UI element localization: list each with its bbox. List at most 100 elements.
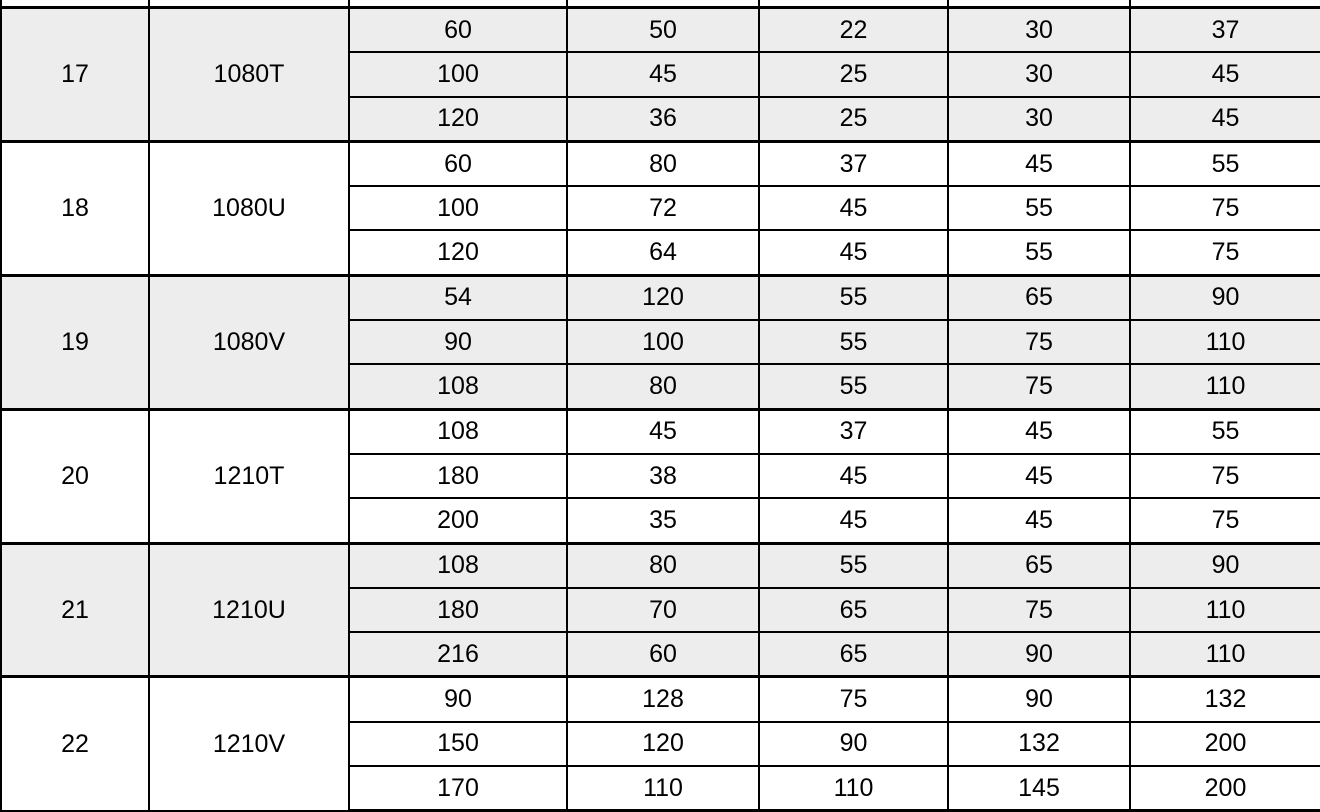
value-cell: 120 <box>566 273 760 322</box>
value-cell: 90 <box>348 319 568 366</box>
model-cell: 1080V <box>148 273 350 411</box>
table-row: 120 64 45 55 75 <box>1 229 1320 277</box>
value-cell: 30 <box>947 6 1131 54</box>
value-cell: 50 <box>566 6 760 54</box>
value-cell: 45 <box>566 407 760 455</box>
value-cell: 200 <box>348 497 568 545</box>
table-row: 108 80 55 75 110 <box>1 363 1320 411</box>
row-number-cell: 20 <box>0 407 150 545</box>
value-cell: 145 <box>947 765 1131 812</box>
cutoff-row-above <box>0 0 1320 9</box>
table-row: 21 1210U 108 80 55 65 90 <box>0 541 1320 678</box>
table-row: 216 60 65 90 110 <box>1 631 1320 678</box>
value-cell: 55 <box>947 229 1131 277</box>
value-cell: 75 <box>947 586 1131 634</box>
value-cell: 90 <box>1129 541 1320 589</box>
value-cell: 132 <box>1129 675 1320 723</box>
model-cell: 1210T <box>148 407 350 545</box>
value-cell: 75 <box>1129 452 1320 500</box>
table-row: 170 110 110 145 200 <box>1 765 1320 812</box>
value-cell: 25 <box>758 51 949 98</box>
value-cell: 65 <box>947 273 1131 322</box>
value-cell: 180 <box>348 586 568 634</box>
value-cell: 108 <box>348 541 568 589</box>
table-row: 180 38 45 45 75 <box>1 452 1320 500</box>
value-cell: 90 <box>947 675 1131 723</box>
cutoff-cell <box>566 0 760 9</box>
value-cell: 45 <box>758 452 949 500</box>
row-number-cell: 19 <box>0 273 150 411</box>
cutoff-cell <box>0 0 150 9</box>
value-cell: 100 <box>348 51 568 98</box>
value-cell: 90 <box>348 675 568 723</box>
value-cell: 170 <box>348 765 568 812</box>
value-cell: 110 <box>1129 586 1320 634</box>
value-cell: 64 <box>566 229 760 277</box>
value-cell: 54 <box>348 273 568 322</box>
cutoff-cell <box>947 0 1131 9</box>
value-cell: 36 <box>566 95 760 143</box>
value-cell: 65 <box>758 631 949 678</box>
value-cell: 45 <box>1129 51 1320 98</box>
value-cell: 72 <box>566 185 760 232</box>
value-cell: 75 <box>1129 497 1320 545</box>
value-cell: 80 <box>566 363 760 411</box>
value-cell: 80 <box>566 139 760 188</box>
value-cell: 120 <box>566 720 760 768</box>
value-cell: 55 <box>1129 139 1320 188</box>
value-cell: 45 <box>1129 95 1320 143</box>
value-cell: 30 <box>947 95 1131 143</box>
value-cell: 65 <box>758 586 949 634</box>
value-cell: 55 <box>758 273 949 322</box>
row-number-cell: 21 <box>0 541 150 678</box>
value-cell: 90 <box>1129 273 1320 322</box>
value-cell: 180 <box>348 452 568 500</box>
value-cell: 128 <box>566 675 760 723</box>
value-cell: 45 <box>566 51 760 98</box>
row-number-cell: 22 <box>0 675 150 812</box>
value-cell: 120 <box>348 95 568 143</box>
value-cell: 35 <box>566 497 760 545</box>
value-cell: 45 <box>758 229 949 277</box>
value-cell: 45 <box>947 497 1131 545</box>
value-cell: 70 <box>566 586 760 634</box>
value-cell: 110 <box>1129 631 1320 678</box>
table-row: 90 100 55 75 110 <box>1 319 1320 366</box>
value-cell: 60 <box>348 139 568 188</box>
value-cell: 75 <box>758 675 949 723</box>
row-number-cell: 17 <box>0 6 150 143</box>
value-cell: 55 <box>1129 407 1320 455</box>
row-number-cell: 18 <box>0 139 150 277</box>
value-cell: 132 <box>947 720 1131 768</box>
value-cell: 110 <box>1129 319 1320 366</box>
value-cell: 216 <box>348 631 568 678</box>
cutoff-cell <box>348 0 568 9</box>
value-cell: 65 <box>947 541 1131 589</box>
table-row: 18 1080U 60 80 37 45 55 <box>0 139 1320 277</box>
value-cell: 55 <box>758 319 949 366</box>
model-cell: 1210V <box>148 675 350 812</box>
value-cell: 75 <box>1129 229 1320 277</box>
table-row: 180 70 65 75 110 <box>1 586 1320 634</box>
value-cell: 110 <box>758 765 949 812</box>
value-cell: 75 <box>947 319 1131 366</box>
value-cell: 100 <box>566 319 760 366</box>
value-cell: 55 <box>758 363 949 411</box>
table-row: 22 1210V 90 128 75 90 132 <box>0 675 1320 812</box>
value-cell: 108 <box>348 407 568 455</box>
cutoff-cell <box>1129 0 1320 9</box>
value-cell: 60 <box>348 6 568 54</box>
value-cell: 45 <box>758 497 949 545</box>
value-cell: 90 <box>947 631 1131 678</box>
value-cell: 55 <box>758 541 949 589</box>
value-cell: 22 <box>758 6 949 54</box>
value-cell: 45 <box>947 407 1131 455</box>
value-cell: 75 <box>947 363 1131 411</box>
cutoff-cell <box>758 0 949 9</box>
value-cell: 80 <box>566 541 760 589</box>
model-cell: 1080T <box>148 6 350 143</box>
table-row: 120 36 25 30 45 <box>1 95 1320 143</box>
table-row: 100 72 45 55 75 <box>1 185 1320 232</box>
value-cell: 60 <box>566 631 760 678</box>
